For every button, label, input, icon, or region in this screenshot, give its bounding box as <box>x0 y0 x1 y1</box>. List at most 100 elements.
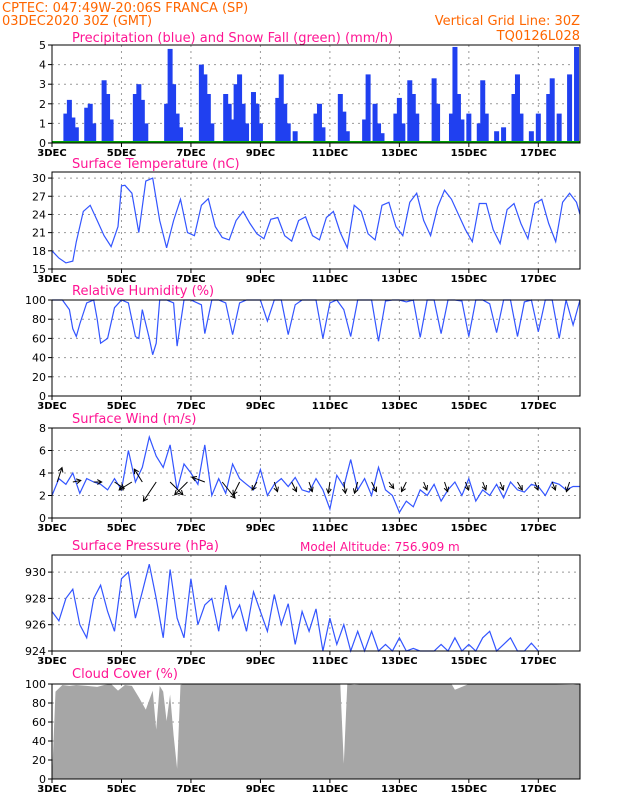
precip-bar <box>202 74 208 143</box>
x-tick-label: 11DEC <box>312 656 348 667</box>
panel-frame <box>51 554 581 652</box>
wind-speed-line <box>51 434 580 514</box>
wind-arrow-head <box>308 486 314 493</box>
precip-bar <box>365 74 371 143</box>
y-tick-label: 100 <box>25 678 46 691</box>
y-tick-label: 928 <box>25 592 46 605</box>
x-tick-label: 9DEC <box>246 523 275 534</box>
precip-bar <box>396 97 402 143</box>
precip-bar <box>372 103 378 143</box>
precip-bar <box>139 99 145 143</box>
panel-5: Cloud Cover (%) 0 20 40 60 80 100 3DEC 5DEC 7DEC 9… <box>25 667 581 795</box>
wind-arrow <box>191 476 206 483</box>
wind-arrow-head <box>352 488 359 495</box>
wind-arrow <box>371 481 377 492</box>
x-tick-label: 3DEC <box>37 274 66 285</box>
precip-bar <box>240 103 246 143</box>
x-tick-label: 7DEC <box>176 656 205 667</box>
precip-bar <box>282 103 288 143</box>
y-tick-label: 0 <box>39 390 46 403</box>
y-tick-label: 2 <box>39 490 46 503</box>
cloud-cover-area <box>52 684 580 779</box>
humidity-line <box>52 299 581 355</box>
x-tick-label: 5DEC <box>107 523 136 534</box>
wind-arrow <box>251 481 258 491</box>
panel-4: Surface Pressure (hPa) 924 926 928 930 3DEC 5D… <box>25 539 581 667</box>
wind-arrow <box>169 481 184 496</box>
wind-arrow-head <box>388 483 395 490</box>
precip-bar <box>73 127 79 143</box>
precip-bar <box>209 123 215 143</box>
precip-bar <box>546 94 552 143</box>
precip-bar <box>66 99 72 143</box>
y-tick-label: 930 <box>25 566 46 579</box>
y-tick-label: 80 <box>32 313 46 326</box>
wind-arrow-head <box>422 484 428 491</box>
precip-bar <box>483 113 489 143</box>
precip-bar <box>448 113 454 143</box>
x-tick-label: 15DEC <box>451 523 487 534</box>
precip-bar <box>178 127 184 143</box>
precip-bar <box>549 78 555 143</box>
model-altitude: Model Altitude: 756.909 m <box>300 540 460 554</box>
wind-arrow-head <box>499 484 505 491</box>
x-tick-label: 11DEC <box>312 784 348 795</box>
y-tick-label: 40 <box>32 735 46 748</box>
y-tick-label: 20 <box>32 754 46 767</box>
precip-bar <box>344 131 350 143</box>
precip-bar <box>292 131 298 143</box>
wind-arrow <box>343 481 346 494</box>
panel-title: Surface Wind (m/s) <box>72 412 196 427</box>
precip-bar <box>230 119 236 143</box>
x-tick-label: 13DEC <box>381 401 417 412</box>
precip-bar <box>480 80 486 143</box>
wind-arrow <box>308 481 313 492</box>
wind-arrow <box>174 481 188 496</box>
precip-bar <box>223 94 229 143</box>
header-run-time: 03DEC2020 30Z (GMT) <box>2 14 152 29</box>
precip-bar <box>320 127 326 143</box>
panel-title: Relative Humidity (%) <box>72 284 214 299</box>
panel-title: Surface Pressure (hPa) <box>72 539 219 554</box>
precip-bar <box>407 80 413 143</box>
x-tick-label: 5DEC <box>107 656 136 667</box>
panel-frame <box>51 299 581 397</box>
precip-bar <box>244 123 250 143</box>
precip-bar <box>278 74 284 143</box>
x-tick-label: 11DEC <box>312 401 348 412</box>
y-tick-label: 100 <box>25 294 46 307</box>
panel-3: Surface Wind (m/s) 0 2 4 6 8 3DEC 5DEC 7DEC 9DEC 1… <box>37 412 581 534</box>
wind-arrow-head <box>517 484 523 491</box>
header-grid-note: Vertical Grid Line: 30Z <box>435 14 580 29</box>
precip-bar <box>466 113 472 143</box>
y-tick-label: 27 <box>32 190 46 203</box>
precip-bar <box>379 133 385 143</box>
precip-bar <box>455 94 461 143</box>
precip-bar <box>574 46 580 143</box>
wind-arrow <box>482 481 487 491</box>
wind-arrow <box>401 481 407 492</box>
x-tick-label: 7DEC <box>176 274 205 285</box>
y-tick-label: 24 <box>32 208 46 221</box>
wind-arrow <box>534 481 539 491</box>
panel-frame <box>51 427 581 519</box>
precip-bar <box>108 119 114 143</box>
panel-frame <box>51 44 581 144</box>
wind-arrow-head <box>400 486 406 493</box>
x-tick-label: 5DEC <box>107 784 136 795</box>
y-tick-label: 21 <box>32 227 46 240</box>
precip-bar <box>205 94 211 143</box>
panel-2: Relative Humidity (%) 0 20 40 60 80 100 3DEC 5DE… <box>25 284 581 412</box>
wind-arrow-head <box>273 486 279 493</box>
x-tick-label: 7DEC <box>176 148 205 159</box>
x-tick-label: 15DEC <box>451 401 487 412</box>
x-tick-label: 3DEC <box>37 148 66 159</box>
y-tick-label: 40 <box>32 352 46 365</box>
precip-bar <box>254 103 260 143</box>
wind-arrow-head <box>533 484 540 491</box>
x-tick-label: 7DEC <box>176 784 205 795</box>
precip-bar <box>171 84 177 143</box>
y-tick-label: 0 <box>39 773 46 786</box>
wind-arrow <box>444 481 449 492</box>
